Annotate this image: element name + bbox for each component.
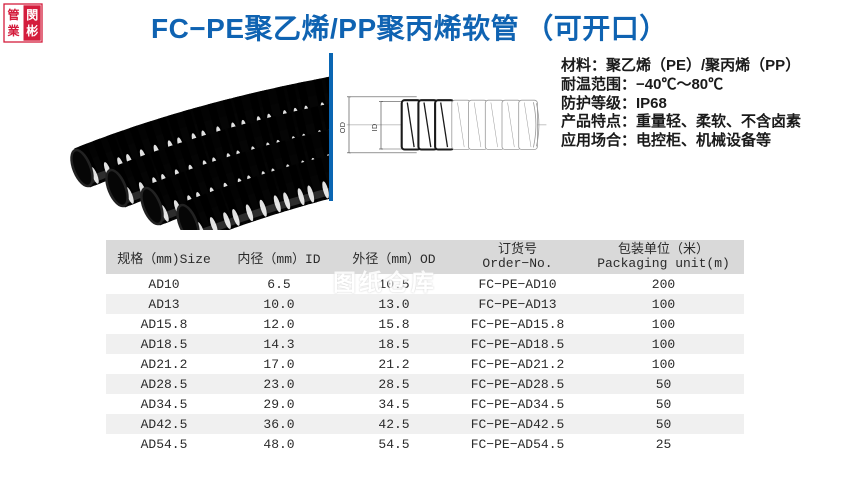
svg-text:ID: ID xyxy=(370,123,379,131)
svg-text:OD: OD xyxy=(340,122,347,134)
